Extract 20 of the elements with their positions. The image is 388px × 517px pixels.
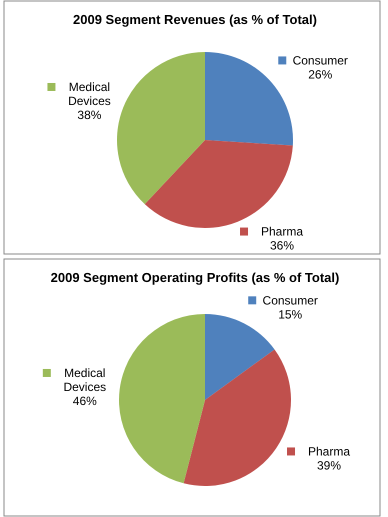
- legend-label: Consumer: [262, 293, 318, 308]
- legend-label: Pharma: [261, 224, 304, 239]
- chart-title: 2009 Segment Operating Profits (as % of Total): [50, 270, 340, 285]
- pie-slice: [184, 349, 291, 486]
- data-label: 26%: [308, 67, 333, 82]
- pie-slice: [205, 52, 293, 146]
- legend-label: Consumer: [292, 53, 348, 68]
- data-label: 15%: [278, 307, 303, 322]
- pie-slice: [117, 52, 205, 204]
- legend-label: Medical Devices: [68, 80, 111, 108]
- data-label: 38%: [77, 108, 102, 122]
- pie-slice: [119, 314, 205, 484]
- pie-slice: [144, 140, 293, 228]
- pie-slice: [205, 314, 275, 400]
- legend-label: Pharma: [308, 444, 350, 458]
- chart-title: 2009 Segment Revenues (as % of Total): [73, 12, 317, 27]
- data-label: 39%: [317, 458, 342, 472]
- legend-label: Medical Devices: [63, 366, 106, 394]
- data-label: 36%: [270, 238, 294, 253]
- data-label: 46%: [72, 394, 98, 408]
